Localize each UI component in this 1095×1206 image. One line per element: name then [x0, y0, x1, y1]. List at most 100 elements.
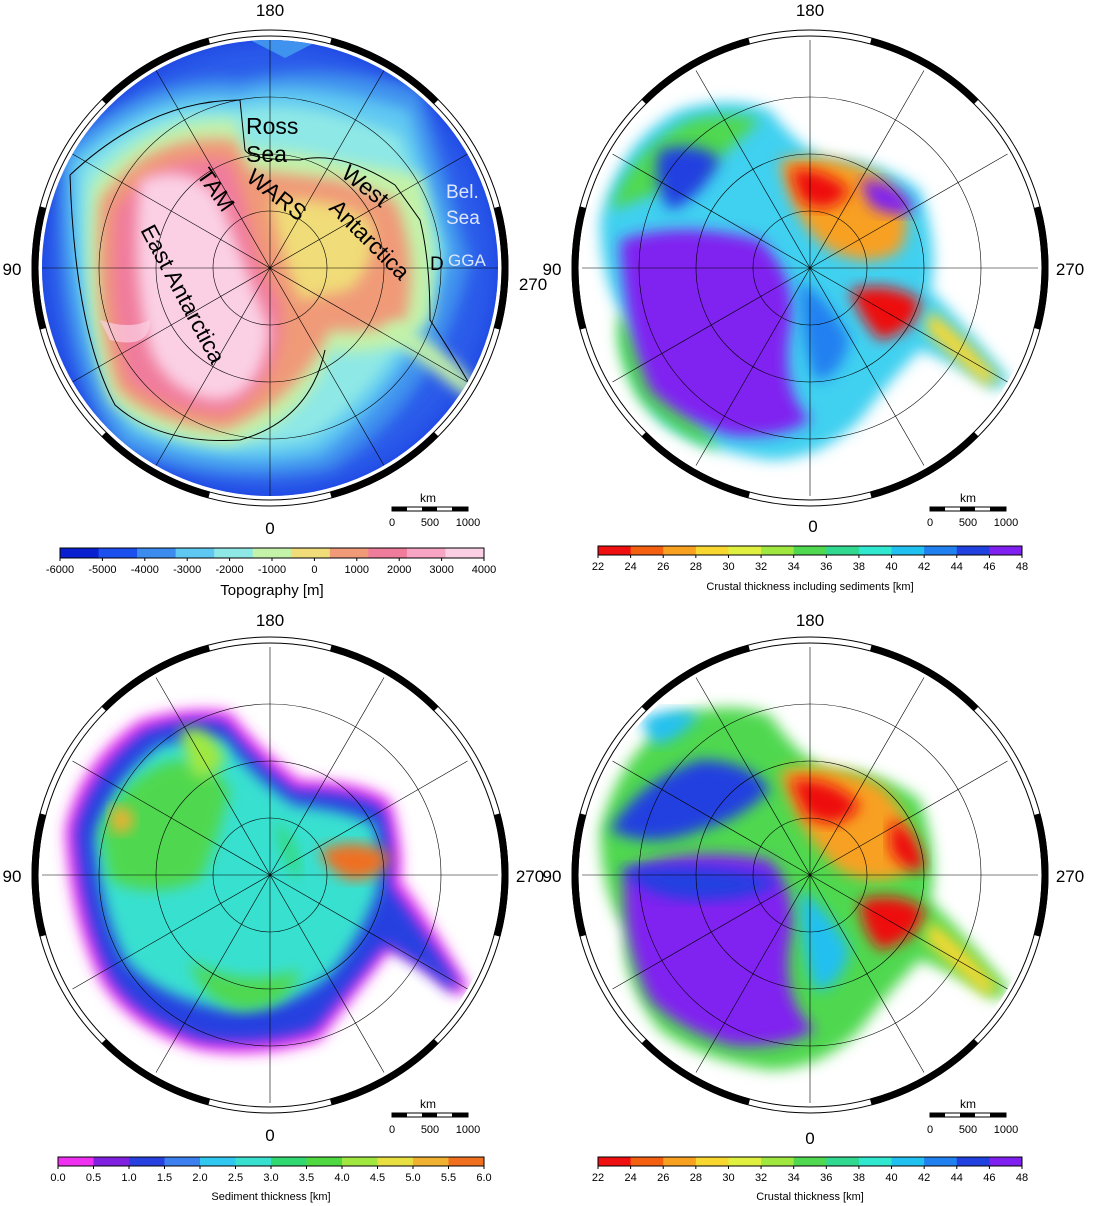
frame-segment — [31, 206, 47, 330]
colorbar-swatch — [129, 1157, 165, 1166]
colorbar-title: Topography [m] — [220, 582, 323, 599]
colorbar-tick-label: 40 — [885, 561, 897, 573]
colorbar-swatch — [924, 546, 958, 555]
lon-label-180: 180 — [796, 1, 824, 20]
frame-segment — [493, 813, 509, 937]
colorbar-swatch — [368, 548, 408, 558]
colorbar-swatch — [448, 1157, 485, 1166]
colorbar-swatch — [598, 1157, 632, 1166]
colorbar-swatch — [445, 548, 485, 558]
colorbar-swatch — [406, 548, 446, 558]
frame — [31, 636, 509, 1114]
scalebar-tick-0: 0 — [389, 517, 395, 529]
scalebar-unit: km — [420, 491, 436, 505]
colorbar-swatch — [235, 1157, 272, 1166]
lon-label-0: 0 — [805, 1129, 814, 1148]
frame-segment — [869, 644, 979, 712]
colorbar-swatch — [413, 1157, 449, 1166]
colorbar-swatch — [329, 548, 369, 558]
frame-segment — [869, 37, 979, 105]
colorbar-tick-label: 30 — [722, 1172, 734, 1184]
frame-segment — [1033, 206, 1049, 330]
scalebar-tick-500: 500 — [959, 1124, 977, 1136]
lon-label-180: 180 — [256, 611, 284, 630]
colorbar-swatch — [252, 548, 292, 558]
colorbar-swatch — [956, 1157, 990, 1166]
lon-label-270: 270 — [1056, 867, 1084, 886]
crust-sed-raster — [600, 102, 1010, 460]
colorbar-swatch — [98, 548, 138, 558]
colorbar-tick-label: 2.0 — [192, 1172, 207, 1184]
colorbar-swatch — [598, 546, 632, 555]
colorbar-tick-label: 22 — [592, 1172, 604, 1184]
crust-raster — [600, 707, 1010, 1070]
colorbar-title: Crustal thickness including sediments [k… — [706, 581, 913, 593]
sediment-raster — [65, 709, 470, 1054]
colorbar-tick-label: 3.0 — [263, 1172, 278, 1184]
label-bel: Bel. — [446, 182, 479, 203]
colorbar-tick-label: 2.5 — [228, 1172, 243, 1184]
colorbar-title: Crustal thickness [km] — [756, 1191, 864, 1203]
frame-segment — [641, 644, 751, 712]
colorbar-swatch — [291, 548, 331, 558]
scalebar-tick-1000: 1000 — [456, 1124, 480, 1136]
lon-label-90: 90 — [543, 867, 562, 886]
lon-label-0: 0 — [265, 1126, 274, 1145]
colorbar-tick-label: 1.0 — [121, 1172, 136, 1184]
colorbar-swatch — [858, 1157, 893, 1166]
sediment-thickness-map: 180 90 270 0 km 0 500 1000 0.0 0.5 1.0 1.5 2… — [3, 611, 545, 1203]
colorbar-tick-label: 32 — [755, 1172, 767, 1184]
colorbar-tick-label: 1.5 — [157, 1172, 172, 1184]
colorbar-swatch — [58, 1157, 94, 1166]
lon-label-270: 270 — [1056, 260, 1084, 279]
frame-segment — [1033, 813, 1049, 937]
frame-segment — [641, 1038, 751, 1106]
colorbar-title: Sediment thickness [km] — [211, 1191, 330, 1203]
colorbar-tick-label: 3000 — [429, 564, 453, 576]
colorbar-tick-label: 0.5 — [86, 1172, 101, 1184]
colorbar-tick-label: 38 — [853, 1172, 865, 1184]
graticule — [582, 40, 1038, 496]
frame-segment — [101, 1038, 211, 1106]
scalebar-unit: km — [960, 1097, 976, 1111]
colorbar: 22 24 26 28 30 32 34 36 38 40 42 44 46 48 — [592, 545, 1028, 573]
frame-segment — [101, 644, 211, 712]
colorbar-swatch — [891, 1157, 925, 1166]
label-ross-sea: Sea — [246, 141, 287, 167]
colorbar-swatch — [342, 1157, 378, 1166]
colorbar-swatch — [761, 546, 795, 555]
lon-label-0: 0 — [808, 517, 817, 536]
scalebar: km 0 500 1000 — [389, 491, 480, 529]
colorbar-swatch — [60, 548, 100, 558]
colorbar-swatch — [306, 1157, 343, 1166]
colorbar-swatch — [858, 546, 893, 555]
colorbar-tick-label: 0 — [311, 564, 317, 576]
colorbar-swatch — [695, 1157, 729, 1166]
lon-label-180: 180 — [256, 1, 284, 20]
scalebar-tick-0: 0 — [927, 517, 933, 529]
colorbar-tick-label: 48 — [1016, 561, 1028, 573]
colorbar: 22 24 26 28 30 32 34 36 38 40 42 44 46 48 — [592, 1156, 1028, 1184]
lon-label-90: 90 — [3, 260, 22, 279]
colorbar-tick-label: 44 — [951, 1172, 963, 1184]
lon-label-270: 270 — [519, 275, 547, 294]
colorbar-tick-label: 4.0 — [334, 1172, 349, 1184]
frame-segment — [571, 813, 587, 937]
colorbar-tick-label: 26 — [657, 1172, 669, 1184]
topography-map: 180 90 270 0 Ross Sea TAM WARS West Anta… — [3, 1, 548, 599]
colorbar-swatch — [137, 548, 177, 558]
colorbar-tick-label: 46 — [983, 561, 995, 573]
graticule — [582, 647, 1038, 1103]
frame-segment — [101, 37, 211, 105]
colorbar-swatch — [630, 546, 664, 555]
lon-label-180: 180 — [796, 611, 824, 630]
colorbar-tick-label: 46 — [983, 1172, 995, 1184]
colorbar-tick-label: 30 — [722, 561, 734, 573]
frame-segment — [571, 206, 587, 330]
frame — [571, 29, 1049, 507]
colorbar-tick-label: 4.5 — [370, 1172, 385, 1184]
colorbar-tick-label: 1000 — [345, 564, 369, 576]
colorbar-tick-label: -4000 — [131, 564, 159, 576]
label-ross: Ross — [246, 113, 298, 139]
colorbar-swatch — [214, 548, 254, 558]
